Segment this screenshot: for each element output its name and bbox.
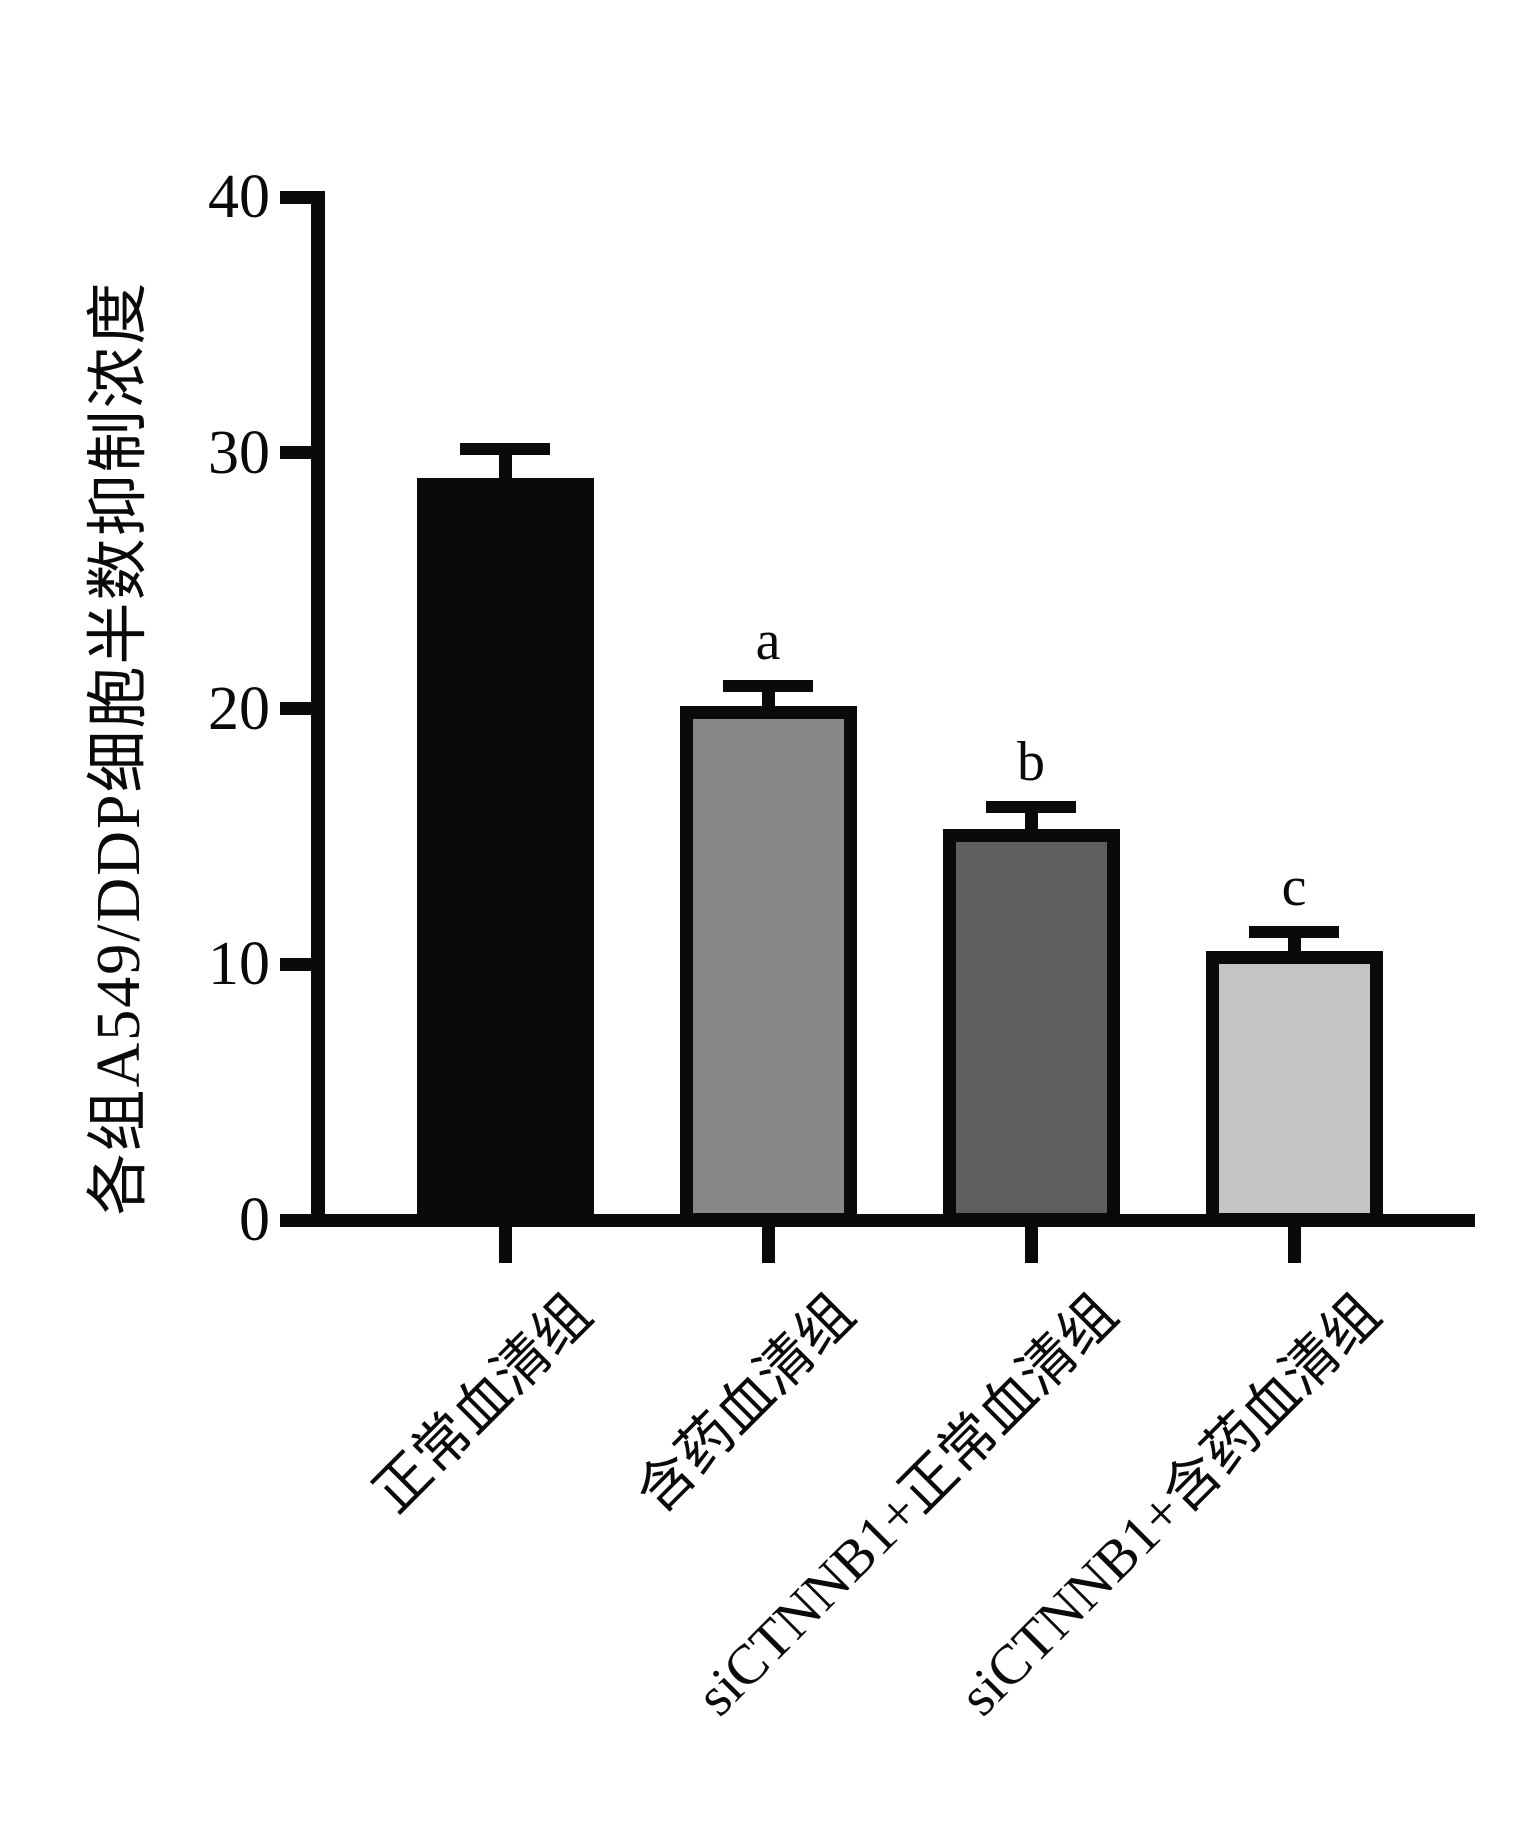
error-bar-cap (986, 800, 1076, 813)
y-tick (280, 190, 325, 204)
y-tick-label: 20 (208, 674, 270, 743)
x-axis-label: siCTNNB1+含药血清组 (948, 1283, 1393, 1728)
error-bar-cap (1249, 925, 1339, 938)
x-axis-label: siCTNNB1+正常血清组 (685, 1283, 1130, 1728)
y-tick-label: 10 (208, 930, 270, 999)
x-tick (761, 1226, 775, 1263)
x-axis-label: 正常血清组 (362, 1283, 604, 1525)
y-tick (280, 957, 325, 971)
bar (679, 705, 857, 1227)
significance-letter: a (755, 610, 781, 673)
bar (416, 478, 594, 1227)
bar (1205, 951, 1383, 1227)
x-axis-label: 含药血清组 (625, 1283, 867, 1525)
y-tick-label: 40 (208, 163, 270, 231)
x-tick (498, 1226, 512, 1263)
error-bar-cap (460, 442, 550, 455)
significance-letter: c (1281, 855, 1307, 918)
x-tick (1287, 1226, 1301, 1263)
y-tick-label: 30 (208, 418, 270, 487)
significance-letter: b (1017, 730, 1045, 793)
y-tick (280, 446, 325, 460)
y-tick-label: 0 (239, 1186, 270, 1254)
bar (942, 828, 1120, 1227)
x-tick (1024, 1226, 1038, 1263)
error-bar-cap (723, 680, 813, 693)
y-tick (280, 702, 325, 715)
